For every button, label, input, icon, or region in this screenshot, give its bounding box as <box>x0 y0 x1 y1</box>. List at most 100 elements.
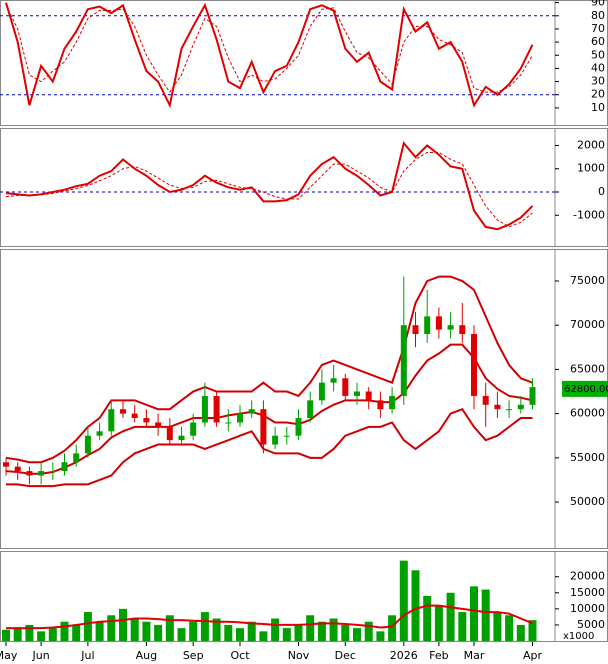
y-tick-label: 10 <box>591 101 605 114</box>
bollinger-band <box>6 407 533 488</box>
volume-bar <box>25 624 34 641</box>
y-tick-label: 5000 <box>577 618 605 631</box>
candle-body <box>295 418 302 436</box>
candle-body <box>120 409 126 414</box>
volume-bar <box>259 631 268 641</box>
volume-bar <box>212 618 221 641</box>
volume-bar <box>317 621 326 641</box>
x-tick-label: Aug <box>136 649 157 662</box>
candle-body <box>529 387 536 405</box>
candle-body <box>494 404 501 410</box>
x-tick-label: Mar <box>464 649 485 662</box>
y-tick-label: 65000 <box>570 362 605 375</box>
volume-bar <box>60 621 69 641</box>
volume-bar <box>224 624 233 641</box>
volume-bar <box>200 612 209 641</box>
candle-body <box>178 435 185 441</box>
candle-body <box>237 413 243 423</box>
volume-bar <box>481 589 490 641</box>
candle-body <box>131 413 138 419</box>
candle-body <box>190 422 197 436</box>
candle-body <box>143 418 150 423</box>
x-tick-label: 2026 <box>390 649 418 662</box>
candle-body <box>96 431 103 436</box>
price-tag <box>562 380 608 397</box>
volume-bar <box>282 628 291 641</box>
candle-body <box>365 391 372 401</box>
volume-bar <box>119 608 127 641</box>
candle-body <box>73 453 80 463</box>
candle-body <box>61 462 68 472</box>
y-tick-label: 60000 <box>570 407 605 420</box>
candle-body <box>389 395 396 410</box>
candle-body <box>213 395 220 423</box>
volume-bar <box>446 592 455 641</box>
volume-bar <box>353 628 361 641</box>
y-tick-label: 20 <box>591 88 605 101</box>
volume-bar <box>434 605 443 641</box>
indicator-line <box>5 151 533 228</box>
volume-bar <box>470 586 478 641</box>
volume-bar <box>388 615 397 641</box>
bollinger-band <box>5 275 533 464</box>
volume-bar <box>294 624 303 641</box>
candle-body <box>482 395 489 405</box>
y-tick-label: 10000 <box>570 602 605 615</box>
y-tick-label: 60 <box>591 35 605 48</box>
candle-body <box>318 382 325 401</box>
volume-bar <box>177 628 186 641</box>
candle-body <box>471 334 477 396</box>
y-tick-label: 50 <box>591 48 605 61</box>
candle-body <box>49 471 56 473</box>
volume-bar <box>48 628 57 641</box>
y-tick-label: 15000 <box>570 586 605 599</box>
candle-body <box>424 316 431 335</box>
y-tick-label: 20000 <box>570 570 605 583</box>
candle-body <box>506 409 513 411</box>
volume-bar <box>306 615 315 641</box>
candle-body <box>38 471 45 476</box>
candle-body <box>459 325 466 335</box>
y-tick-label: 75000 <box>570 274 605 287</box>
candle-body <box>283 435 290 437</box>
x-tick-label: Jun <box>32 649 50 662</box>
volume-bar <box>154 624 163 641</box>
candle-body <box>166 426 173 441</box>
candle-body <box>400 325 407 396</box>
candle-body <box>26 471 33 476</box>
x-tick-label: Nov <box>288 649 310 662</box>
volume-bar <box>458 612 467 641</box>
volume-bar <box>399 560 408 641</box>
volume-bar <box>364 621 373 641</box>
price-tag-label: 62800.00 <box>564 384 608 395</box>
volume-bar <box>236 628 244 641</box>
volume-bar <box>411 570 420 641</box>
volume-bar <box>341 624 350 641</box>
volume-bar <box>13 628 22 641</box>
y-tick-label: 40 <box>591 61 605 74</box>
volume-bar <box>505 615 514 641</box>
x-tick-label: Apr <box>523 649 543 662</box>
candle-body <box>260 409 267 445</box>
y-tick-label: 80 <box>591 9 605 22</box>
volume-bar <box>107 615 116 641</box>
volume-bar <box>247 621 256 641</box>
y-tick-label: 70 <box>591 22 605 35</box>
unit-label: x1000 <box>563 631 594 642</box>
candle-body <box>108 409 115 432</box>
indicator-line <box>5 5 533 93</box>
y-tick-label: 90 <box>591 0 605 9</box>
candle-body <box>225 422 232 424</box>
y-tick-label: 30 <box>591 75 605 88</box>
volume-bar <box>493 612 502 641</box>
x-tick-label: Jul <box>80 649 94 662</box>
y-tick-label: 70000 <box>570 318 605 331</box>
candle-body <box>330 378 337 383</box>
indicator-line <box>5 2 534 109</box>
volume-average <box>6 604 533 630</box>
x-tick-label: May <box>0 649 18 662</box>
candle-body <box>272 435 279 445</box>
x-tick-label: Dec <box>335 649 356 662</box>
candle-body <box>447 325 454 330</box>
